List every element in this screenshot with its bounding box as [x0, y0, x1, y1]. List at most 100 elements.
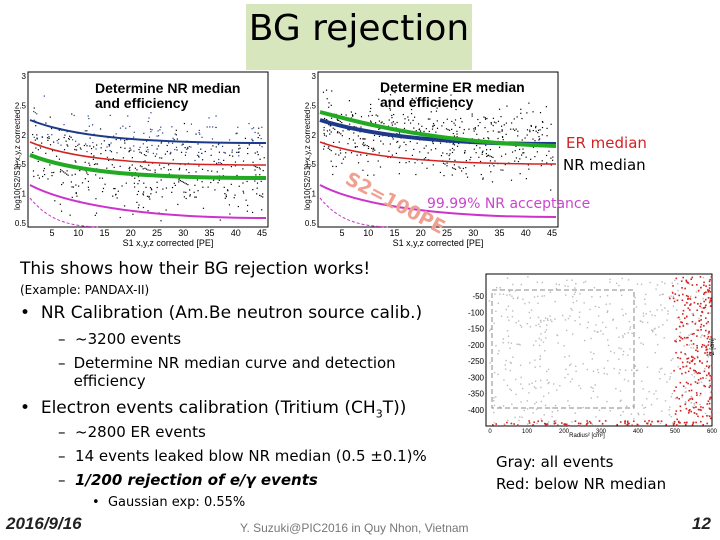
event-dot [66, 131, 68, 133]
scatter-red-dot [628, 422, 630, 425]
scatter-gray-dot [566, 279, 568, 282]
scatter-gray-dot [698, 317, 700, 320]
left-x-tick: 20 [126, 228, 136, 238]
left-s2-cut-curve [29, 197, 99, 228]
scatter-red-dot [681, 299, 684, 302]
event-dot [145, 150, 147, 152]
event-dot [33, 119, 35, 121]
scatter-red-dot [586, 420, 588, 422]
scatter-gray-dot [517, 296, 519, 299]
scatter-red-dot [601, 423, 604, 425]
scatter-red-dot [680, 321, 682, 323]
event-dot [174, 148, 176, 151]
right-x-tick: 40 [521, 228, 531, 238]
scatter-red-dot [682, 325, 685, 327]
event-dot [449, 153, 451, 155]
scatter-gray-dot [606, 373, 608, 375]
event-dot [181, 180, 183, 183]
event-dot [51, 171, 53, 174]
scatter-gray-dot [499, 286, 501, 289]
event-dot [448, 129, 451, 131]
scatter-gray-dot [531, 382, 533, 384]
event-dot [419, 151, 421, 153]
scatter-gray-dot [700, 307, 702, 309]
event-dot [397, 140, 399, 143]
scatter-x-tick: 300 [596, 429, 607, 435]
scatter-gray-dot [662, 293, 664, 296]
event-dot [353, 125, 355, 128]
event-dot [338, 119, 340, 121]
event-dot [158, 164, 161, 166]
scatter-gray-dot [544, 404, 547, 406]
event-dot [538, 139, 540, 141]
scatter-gray-dot [521, 387, 524, 390]
event-dot [190, 123, 193, 125]
event-dot [177, 203, 179, 206]
event-dot [423, 147, 425, 149]
right-plot-label-line1: Determine ER median [380, 79, 525, 95]
event-dot [498, 146, 501, 148]
event-dot [133, 131, 135, 133]
left-x-tick: 40 [231, 228, 241, 238]
scatter-gray-dot [551, 411, 554, 413]
scatter-gray-dot [591, 423, 594, 425]
scatter-gray-dot [609, 410, 612, 412]
scatter-red-dot [677, 420, 680, 423]
title-background [246, 4, 472, 70]
event-dot [550, 189, 552, 191]
event-dot [194, 184, 196, 186]
scatter-gray-dot [508, 290, 511, 293]
scatter-red-dot [697, 415, 699, 418]
event-dot [451, 147, 454, 150]
scatter-gray-dot [528, 311, 531, 314]
scatter-gray-dot [701, 334, 703, 336]
bullet-dot: • [20, 303, 41, 323]
scatter-red-dot [671, 292, 674, 294]
scatter-red-dot [691, 276, 694, 279]
scatter-red-dot [697, 379, 700, 381]
event-dot [405, 144, 407, 146]
scatter-gray-dot [676, 316, 678, 319]
example-text: (Example: PANDAX-II) [20, 283, 150, 297]
left-plot-label-line2: and efficiency [95, 95, 189, 111]
event-dot [403, 141, 405, 143]
scatter-gray-dot [621, 277, 623, 280]
scatter-gray-dot [556, 409, 559, 412]
event-dot [80, 148, 82, 150]
event-dot [493, 121, 496, 123]
event-dot [151, 189, 153, 191]
scatter-gray-dot [698, 382, 700, 384]
scatter-gray-dot [640, 342, 642, 344]
right-x-tick: 5 [339, 228, 344, 238]
event-dot [261, 209, 263, 211]
right-x-tick: 45 [547, 228, 557, 238]
sub-bullet-nr-median-row: – Determine NR median curve and detectio… [58, 354, 438, 390]
scatter-gray-dot [568, 404, 571, 407]
event-dot [442, 162, 445, 164]
scatter-gray-dot [707, 353, 710, 356]
event-dot [474, 128, 477, 130]
scatter-gray-dot [528, 383, 531, 385]
scatter-red-dot [682, 293, 684, 296]
event-dot [254, 180, 256, 182]
event-dot [535, 125, 537, 128]
sub-bullet-nr-median-text: Determine NR median curve and detection … [73, 354, 396, 390]
event-dot [134, 167, 137, 169]
scatter-red-dot [516, 424, 519, 427]
scatter-gray-dot [654, 314, 656, 317]
event-dot [175, 134, 177, 136]
legend-nr-median: NR median [563, 156, 646, 174]
event-dot [521, 117, 523, 120]
scatter-red-dot [692, 343, 695, 345]
event-dot [108, 144, 111, 146]
scatter-gray-dot [536, 422, 538, 424]
event-dot [517, 135, 519, 137]
event-dot [112, 195, 114, 197]
scatter-gray-dot [526, 322, 529, 325]
event-dot [148, 117, 150, 119]
event-dot [86, 145, 88, 147]
scatter-gray-dot [497, 302, 500, 304]
sub-bullet-leaked: – 14 events leaked blow NR median (0.5 ±… [58, 447, 427, 465]
event-dot [235, 151, 238, 153]
event-dot [95, 148, 97, 150]
